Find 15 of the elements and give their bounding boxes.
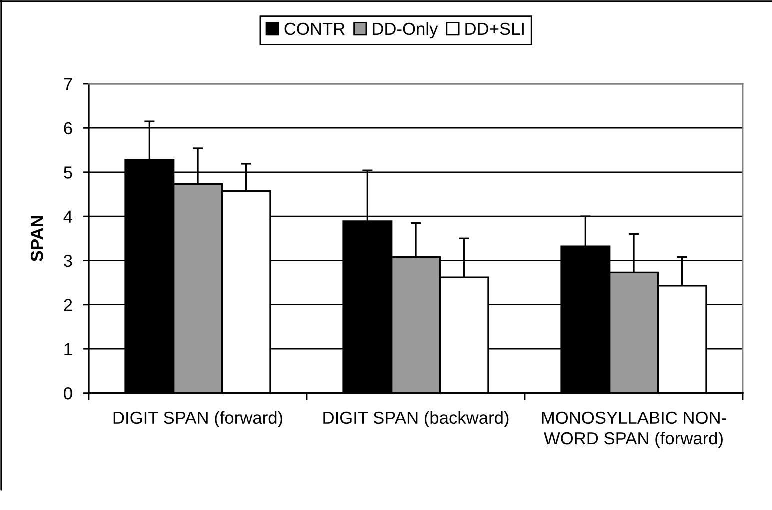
x-tick-label: DIGIT SPAN (forward) — [114, 411, 282, 428]
legend-label: DD-Only — [373, 22, 438, 39]
legend-label: CONTR — [284, 22, 345, 36]
y-tick-label: 5 — [64, 166, 72, 179]
x-tick-label: DIGIT SPAN (backward) — [324, 411, 509, 428]
legend-label: DD+SLI — [466, 22, 524, 36]
y-tick-label: 7 — [64, 78, 72, 90]
y-tick-label: 4 — [64, 210, 73, 223]
y-axis-title: SPAN — [30, 216, 44, 262]
y-tick-label: 2 — [64, 299, 72, 312]
y-tick-label: 6 — [64, 122, 72, 135]
x-tick-label: MONOSYLLABIC NON-WORD SPAN (forward) — [542, 412, 726, 448]
y-tick-label: 0 — [64, 387, 72, 400]
y-tick-label: 3 — [64, 254, 72, 268]
y-tick-label: 1 — [64, 343, 72, 356]
